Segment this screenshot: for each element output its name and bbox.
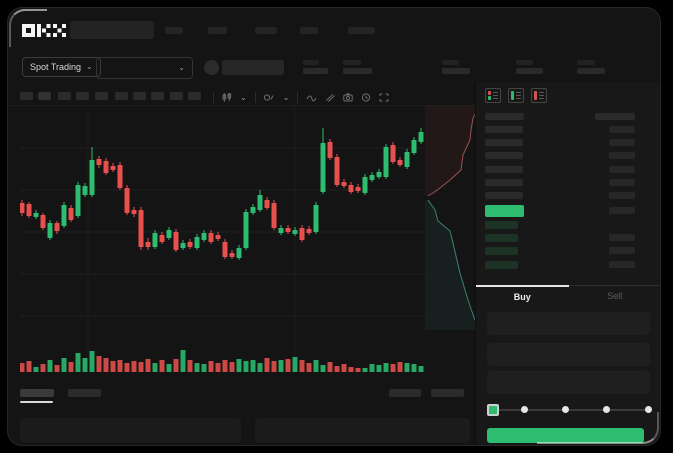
timeframe-button[interactable] — [58, 92, 71, 100]
buy-tab-label: Buy — [513, 291, 531, 302]
bottom-action[interactable] — [431, 389, 464, 397]
orders-panel-placeholder — [20, 418, 241, 443]
slider-step[interactable] — [603, 406, 610, 413]
timeframe-button[interactable] — [20, 92, 33, 100]
book-both-icon[interactable] — [485, 88, 501, 103]
candle-style-icon[interactable] — [222, 93, 232, 102]
orderbook-price-bar — [485, 260, 518, 269]
bottom-action[interactable] — [389, 389, 421, 397]
orderbook-price-bar — [485, 165, 523, 173]
orderbook-amount-bar — [609, 234, 635, 242]
okx-logo — [22, 24, 66, 38]
orderbook-price-bar — [485, 192, 523, 199]
divider — [254, 92, 256, 103]
pair-select-dropdown[interactable]: ⌄ — [96, 57, 193, 79]
history-icon[interactable] — [361, 93, 371, 102]
search-placeholder[interactable] — [70, 21, 154, 39]
slider-step[interactable] — [645, 406, 652, 413]
fullscreen-icon[interactable] — [379, 93, 389, 102]
timeframe-button[interactable] — [76, 92, 89, 100]
chevron-down-icon: ⌄ — [178, 63, 185, 72]
timeframe-button[interactable] — [151, 92, 164, 100]
nav-item[interactable] — [165, 27, 183, 34]
orderbook-amount-bar — [609, 260, 635, 268]
chart-toolbar: ⌄ ⌄ — [8, 90, 475, 105]
nav-item[interactable] — [300, 27, 318, 34]
orderbook-amount-bar — [609, 126, 635, 133]
orderbook-amount-bar — [609, 247, 635, 255]
app-frame: Spot Trading ⌄ ⌄ ⌄ ⌄ — [8, 8, 660, 445]
orderbook-amount-bar — [609, 207, 635, 214]
book-asks-icon[interactable] — [531, 88, 547, 103]
pair-name-placeholder — [222, 60, 284, 75]
chevron-down-icon[interactable]: ⌄ — [240, 92, 247, 102]
timeframe-button[interactable] — [188, 92, 201, 100]
slider-handle[interactable] — [487, 404, 499, 416]
ticker-stat — [303, 60, 328, 74]
orderbook-price-bar — [485, 152, 523, 160]
market-type-dropdown[interactable]: Spot Trading ⌄ — [22, 57, 101, 77]
orderbook-amount-bar — [609, 192, 635, 199]
amount-slider[interactable] — [487, 404, 652, 416]
tab-sell[interactable]: Sell — [568, 285, 660, 302]
orderbook-price-bar — [485, 139, 523, 147]
bottom-tab-active[interactable] — [20, 389, 54, 397]
trade-sidebar: Buy Sell — [475, 82, 660, 445]
top-bar: Spot Trading ⌄ ⌄ — [8, 8, 660, 82]
buy-sell-tabs: Buy Sell — [476, 285, 660, 302]
last-price-bar — [485, 205, 524, 217]
nav-item[interactable] — [255, 27, 277, 34]
orderbook-amount-bar — [609, 178, 635, 186]
indicators-icon[interactable] — [263, 93, 275, 102]
orderbook-price-bar — [485, 178, 523, 186]
buy-submit-button[interactable] — [487, 428, 644, 443]
coin-icon — [204, 60, 219, 75]
slider-step[interactable] — [562, 406, 569, 413]
divider — [213, 92, 214, 103]
timeframe-button[interactable] — [95, 92, 108, 100]
chevron-down-icon: ⌄ — [86, 62, 93, 71]
orderbook-price-bar — [485, 126, 523, 133]
price-input[interactable] — [487, 312, 650, 335]
divider — [8, 105, 475, 106]
timeframe-button[interactable] — [38, 92, 51, 100]
camera-icon[interactable] — [343, 93, 354, 102]
orders-panel-placeholder — [255, 418, 470, 443]
divider — [297, 92, 299, 103]
orderbook-amount-bar — [609, 165, 635, 173]
line-tool-icon[interactable] — [306, 94, 317, 102]
timeframe-button[interactable] — [115, 92, 128, 100]
slider-track[interactable] — [489, 409, 651, 411]
active-tab-underline — [20, 401, 53, 403]
book-bids-icon[interactable] — [508, 88, 524, 103]
ticker-stat — [577, 60, 605, 74]
nav-item[interactable] — [348, 27, 375, 34]
ticker-stat — [343, 60, 372, 74]
orderbook-amount-bar — [609, 139, 635, 147]
ticker-stat — [442, 60, 470, 74]
ticker-stat — [516, 60, 543, 74]
candlestick-chart[interactable] — [20, 108, 425, 378]
amount-input[interactable] — [487, 343, 650, 366]
total-input[interactable] — [487, 371, 650, 394]
orderbook-price-bar — [485, 247, 518, 256]
orderbook-price-bar — [485, 234, 518, 243]
draw-tool-icon[interactable] — [325, 93, 336, 102]
tab-buy[interactable]: Buy — [476, 285, 569, 302]
timeframe-button[interactable] — [170, 92, 183, 100]
market-type-label: Spot Trading — [30, 62, 82, 72]
chevron-down-icon[interactable]: ⌄ — [282, 92, 290, 102]
orderbook-header-price — [485, 113, 524, 120]
slider-step[interactable] — [521, 406, 528, 413]
sell-tab-label: Sell — [607, 291, 623, 301]
orderbook-header-amount — [595, 113, 635, 120]
orderbook-price-bar — [485, 221, 518, 229]
timeframe-button[interactable] — [133, 92, 146, 100]
orderbook-amount-bar — [609, 152, 635, 160]
nav-item[interactable] — [208, 27, 227, 34]
depth-chart[interactable] — [425, 106, 480, 330]
bottom-tab[interactable] — [68, 389, 101, 397]
